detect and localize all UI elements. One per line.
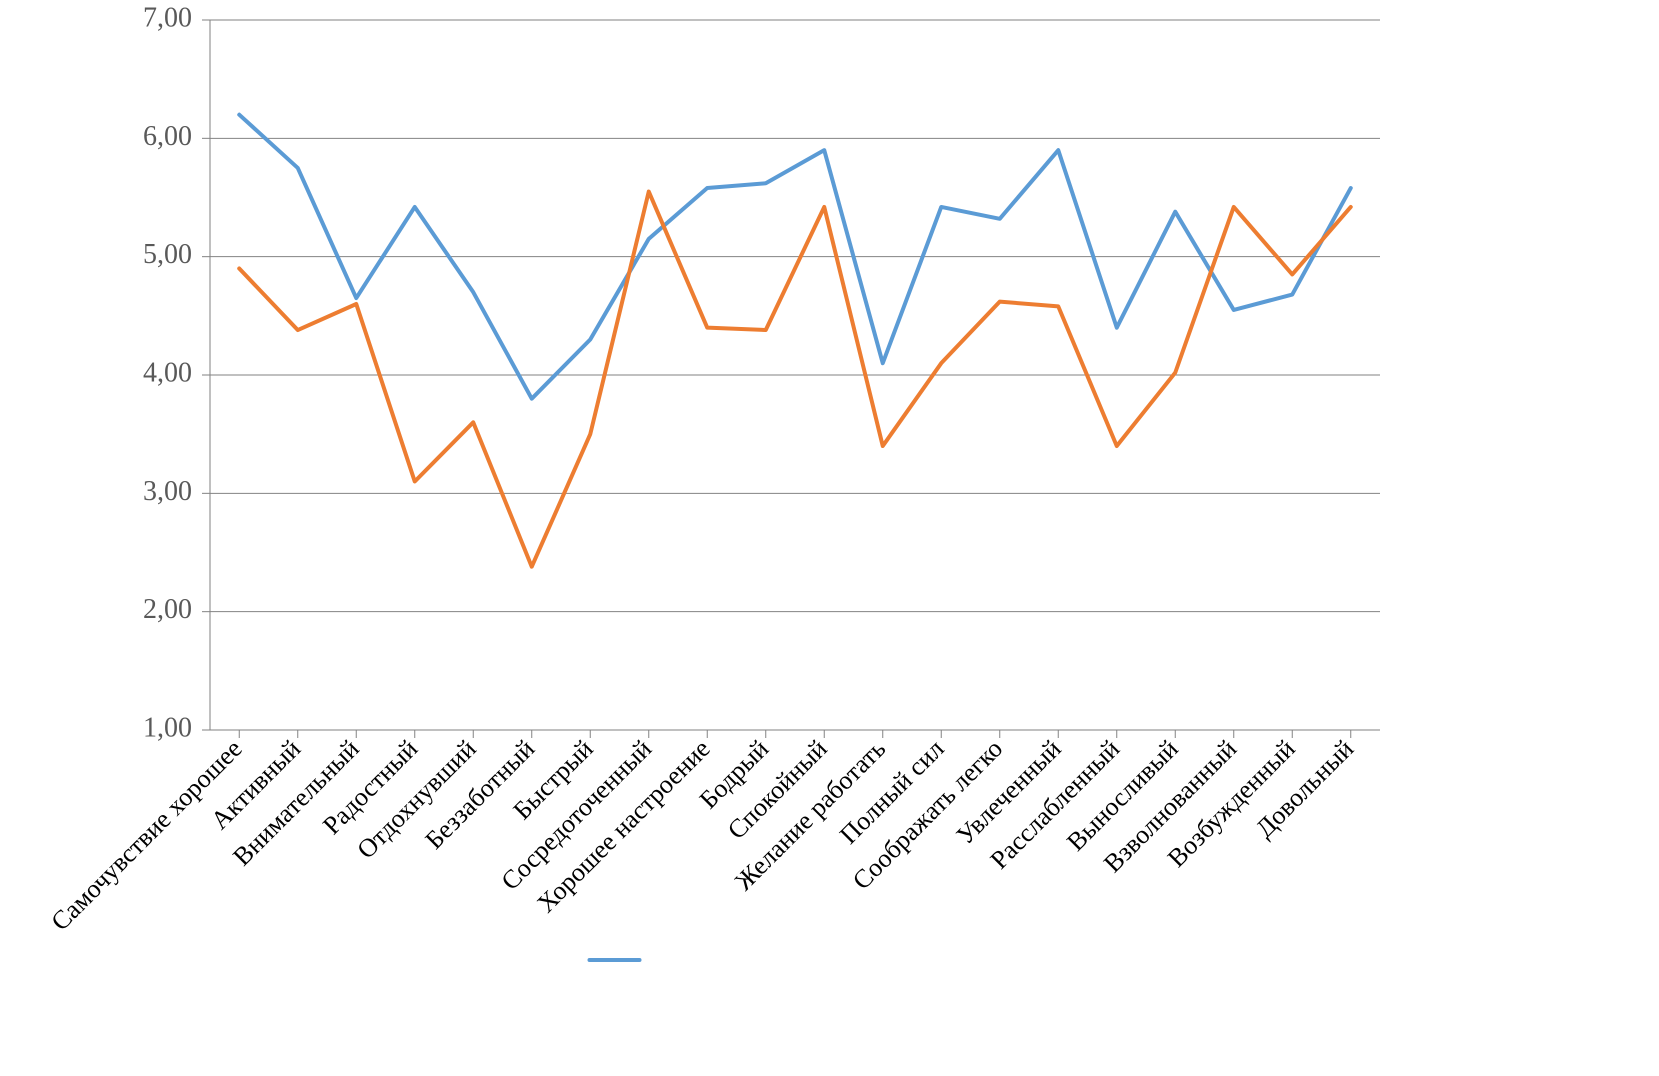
- chart-svg: 1,002,003,004,005,006,007,00Самочувствие…: [0, 0, 1659, 1076]
- y-tick-label: 3,00: [143, 476, 192, 507]
- y-tick-label: 7,00: [143, 2, 192, 33]
- y-tick-label: 1,00: [143, 712, 192, 743]
- y-tick-label: 4,00: [143, 357, 192, 388]
- y-tick-label: 6,00: [143, 121, 192, 152]
- line-chart: 1,002,003,004,005,006,007,00Самочувствие…: [0, 0, 1659, 1076]
- y-tick-label: 5,00: [143, 239, 192, 270]
- y-tick-label: 2,00: [143, 594, 192, 625]
